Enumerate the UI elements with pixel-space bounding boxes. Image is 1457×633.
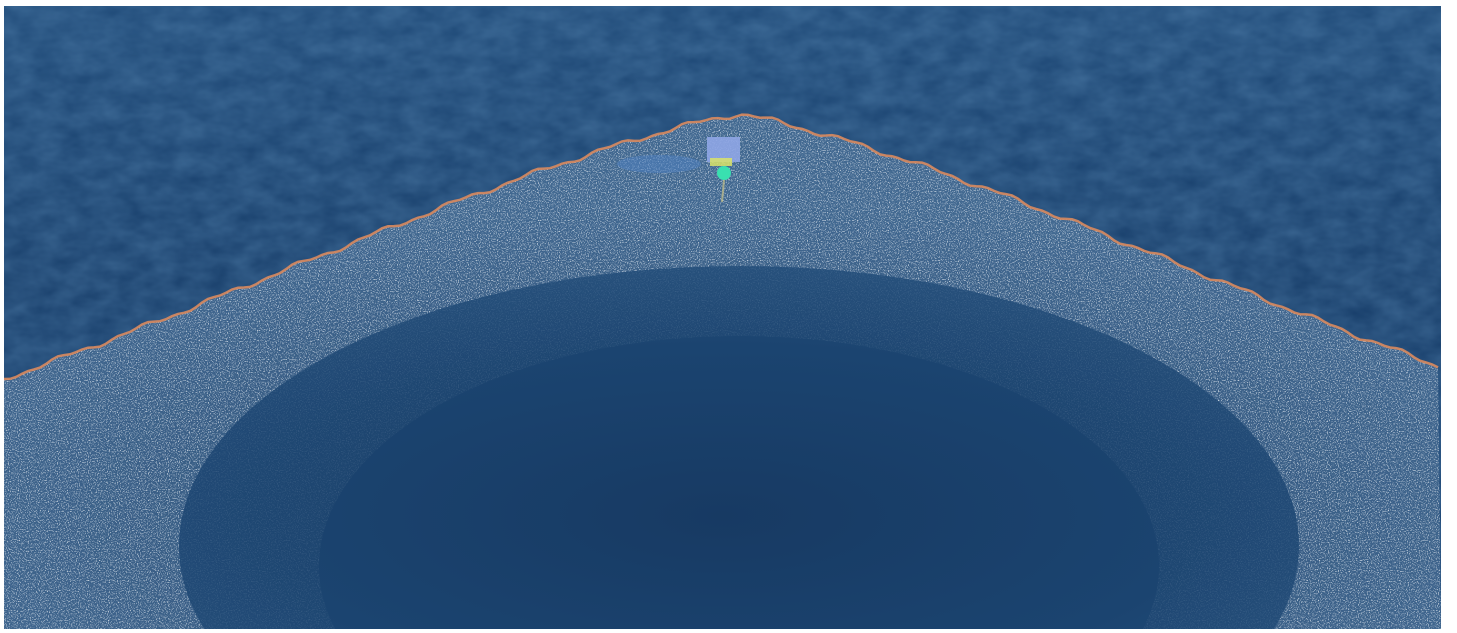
aerial-ocean-svg <box>4 6 1441 629</box>
debris-speckle-layer <box>4 6 1441 629</box>
barrier-edge <box>4 113 1439 381</box>
vessel-icon <box>617 137 740 203</box>
aerial-ocean-scene <box>4 6 1441 629</box>
